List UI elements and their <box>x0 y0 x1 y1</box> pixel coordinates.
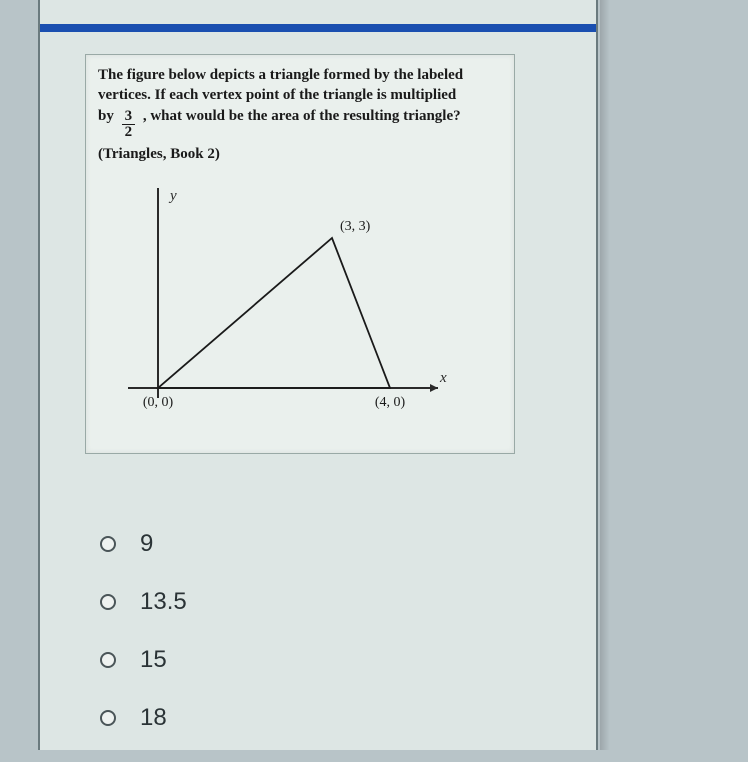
fraction: 3 2 <box>122 109 136 140</box>
svg-text:x: x <box>439 370 447 386</box>
fraction-denominator: 2 <box>122 125 136 140</box>
option-label: 15 <box>140 646 167 674</box>
option-a[interactable]: 9 <box>100 530 187 558</box>
svg-text:(0, 0): (0, 0) <box>143 395 174 410</box>
progress-bar <box>40 24 596 32</box>
question-text: The figure below depicts a triangle form… <box>98 65 502 164</box>
question-line-1: The figure below depicts a triangle form… <box>98 65 502 85</box>
svg-text:(3, 3): (3, 3) <box>340 219 371 234</box>
by-word: by <box>98 108 114 124</box>
option-label: 18 <box>140 704 167 732</box>
question-reference: (Triangles, Book 2) <box>98 144 502 164</box>
fraction-numerator: 3 <box>122 109 136 125</box>
radio-icon <box>100 594 116 610</box>
radio-icon <box>100 652 116 668</box>
shadow <box>600 0 610 750</box>
option-c[interactable]: 15 <box>100 646 187 674</box>
option-label: 9 <box>140 530 153 558</box>
page-panel: The figure below depicts a triangle form… <box>38 0 598 750</box>
svg-text:(4, 0): (4, 0) <box>375 395 406 410</box>
triangle-figure: y x (0, 0) (3, 3) (4, 0) <box>98 178 458 428</box>
option-label: 13.5 <box>140 588 187 616</box>
question-box: The figure below depicts a triangle form… <box>85 54 515 454</box>
option-d[interactable]: 18 <box>100 704 187 732</box>
after-fraction: , what would be the area of the resultin… <box>143 108 461 124</box>
svg-text:y: y <box>168 188 177 204</box>
option-b[interactable]: 13.5 <box>100 588 187 616</box>
radio-icon <box>100 710 116 726</box>
question-line-2: vertices. If each vertex point of the tr… <box>98 85 502 105</box>
question-line-3: by 3 2 , what would be the area of the r… <box>98 106 502 140</box>
radio-icon <box>100 536 116 552</box>
answer-options: 9 13.5 15 18 <box>100 530 187 762</box>
